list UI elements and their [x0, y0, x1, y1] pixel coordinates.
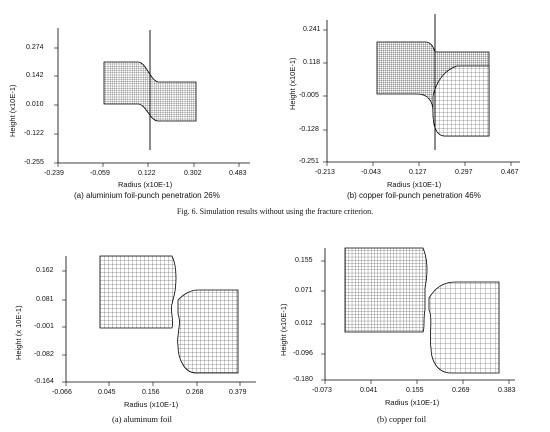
y-tick: -0.164 — [34, 378, 54, 385]
y-tick: 0.142 — [26, 72, 44, 79]
x-tick: 0.127 — [409, 169, 427, 176]
x-axis-label: Radius (x10E-1) — [385, 398, 440, 407]
panel-bottom-right: Height (x10E-1) 0.155 0.071 0.012 -0.096… — [275, 228, 550, 432]
y-tick: -0.255 — [24, 159, 44, 166]
foil-mesh — [376, 41, 490, 137]
x-tick: -0.073 — [312, 387, 332, 394]
y-tick: 0.071 — [295, 287, 313, 294]
x-tick: 0.041 — [360, 387, 378, 394]
foil-mesh-right — [177, 289, 239, 374]
y-tick: -0.096 — [293, 350, 313, 357]
y-tick: -0.082 — [34, 351, 54, 358]
x-tick: 0.156 — [142, 389, 160, 396]
panel-caption: (a) aluminium foil-punch penetration 26% — [74, 191, 220, 200]
y-tick: -0.001 — [34, 323, 54, 330]
x-tick: 0.122 — [138, 170, 156, 177]
x-axis-label: Radius (x10E-1) — [124, 400, 179, 409]
y-tick: 0.241 — [303, 26, 321, 33]
x-tick: -0.213 — [315, 169, 335, 176]
y-tick: -0.005 — [299, 92, 319, 99]
mesh-plot-aluminum-fracture — [62, 255, 256, 386]
axes — [323, 20, 520, 166]
axes — [321, 248, 515, 384]
y-tick: -0.128 — [299, 126, 319, 133]
figure-caption: Fig. 6. Simulation results without using… — [176, 207, 374, 216]
y-tick: 0.274 — [26, 44, 44, 51]
foil-mesh-left — [99, 255, 177, 329]
x-tick: 0.383 — [498, 387, 516, 394]
mesh-plot-copper-penetration — [323, 14, 520, 166]
y-tick: 0.118 — [303, 59, 320, 66]
x-tick: 0.297 — [455, 169, 473, 176]
x-tick: 0.268 — [186, 389, 204, 396]
axes — [54, 28, 250, 167]
panel-caption: (a) aluminum foil — [112, 414, 172, 424]
foil-mesh-left — [344, 247, 428, 333]
y-tick: 0.162 — [36, 267, 54, 274]
y-axis-label: Height (x10E-1) — [8, 84, 17, 137]
y-tick: -0.180 — [293, 376, 313, 383]
panel-top-right: Height (x10E-1) 0.241 0.118 -0.005 -0.12… — [275, 0, 550, 205]
y-tick: 0.081 — [36, 296, 54, 303]
x-tick: -0.239 — [44, 170, 64, 177]
x-axis-label: Radius (x10E-1) — [118, 180, 173, 189]
x-tick: 0.379 — [229, 389, 247, 396]
x-tick: 0.483 — [229, 170, 247, 177]
y-tick: -0.251 — [299, 158, 319, 165]
x-tick: 0.302 — [184, 170, 202, 177]
x-tick: 0.155 — [406, 387, 424, 394]
panel-top-left: Height (x10E-1) 0.274 0.142 0.010 -0.122… — [0, 0, 275, 205]
x-tick: 0.045 — [98, 389, 116, 396]
mesh-plot-aluminium-penetration — [54, 28, 250, 167]
panel-caption: (b) copper foil — [377, 414, 427, 424]
x-axis-label: Radius (x10E-1) — [387, 180, 442, 189]
x-tick: 0.269 — [452, 387, 470, 394]
x-tick: 0.467 — [501, 169, 519, 176]
x-tick: -0.043 — [361, 169, 381, 176]
y-axis-label: Height (x 10E-1) — [14, 305, 23, 360]
y-axis-label: Height (x10E-1) — [288, 57, 297, 110]
mesh-plot-copper-fracture — [321, 247, 515, 384]
panel-caption: (b) copper foil-punch penetration 46% — [347, 191, 481, 200]
y-tick: 0.155 — [295, 257, 313, 264]
axes — [62, 256, 256, 386]
x-tick: -0.059 — [90, 170, 110, 177]
panel-bottom-left: Height (x 10E-1) 0.162 0.081 -0.001 -0.0… — [0, 228, 275, 432]
y-tick: -0.122 — [24, 130, 44, 137]
y-axis-label: Height (x10E-1) — [279, 303, 288, 356]
y-tick: 0.012 — [295, 320, 313, 327]
x-tick: -0.066 — [52, 389, 72, 396]
y-tick: 0.010 — [26, 101, 44, 108]
foil-mesh-right — [428, 281, 500, 374]
